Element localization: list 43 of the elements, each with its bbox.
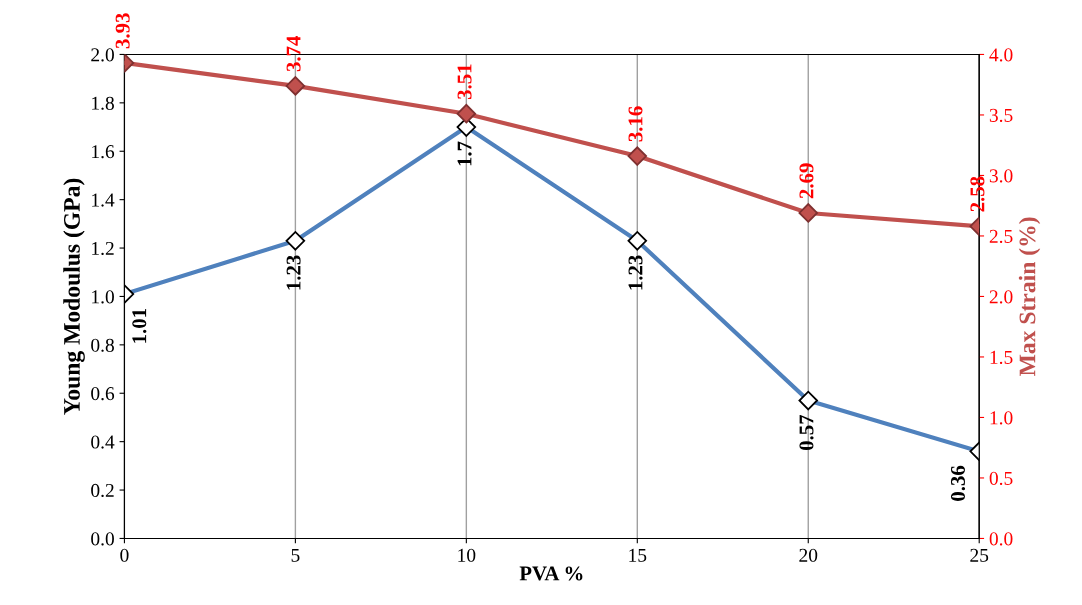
- y2-tick-label: 4.0: [989, 48, 1013, 62]
- x-tick-label: 20: [799, 548, 818, 562]
- x-tick-label: 25: [970, 548, 989, 562]
- y2-tick-label: 3.5: [989, 108, 1013, 122]
- data-label: 3.51: [457, 64, 472, 100]
- y2-tick-label: 0.0: [989, 532, 1013, 546]
- data-label: 1.7: [457, 141, 472, 166]
- y-tick-label: 1.4: [92, 193, 115, 207]
- data-label: 1.23: [286, 255, 301, 290]
- y-tick-label: 1.8: [92, 96, 114, 110]
- data-label: 1.01: [132, 309, 147, 343]
- point: [456, 103, 477, 124]
- y2-tick-label: 1.0: [990, 411, 1013, 425]
- y-tick-label: 2.0: [91, 48, 114, 62]
- data-label: 2.58: [970, 176, 985, 212]
- y2-tick-label: 2.5: [989, 229, 1013, 243]
- y-tick-label: 0.6: [91, 387, 115, 401]
- y2-tick-label: 3.0: [989, 169, 1013, 183]
- y-tick-label: 1.6: [92, 145, 115, 159]
- data-label: 3.93: [115, 13, 130, 49]
- x-tick-label: 5: [291, 548, 300, 562]
- y2-tick-label: 2.0: [989, 290, 1013, 304]
- data-label: 0.57: [799, 414, 814, 451]
- y-tick-label: 0.4: [91, 435, 115, 449]
- y2-tick-label: 0.5: [989, 471, 1013, 485]
- x-tick-label: 15: [629, 548, 647, 562]
- y2-tick-label: 1.5: [990, 350, 1013, 364]
- y-tick-label: 1.0: [92, 290, 114, 304]
- data-label: 3.74: [286, 35, 301, 72]
- y2-axis-title: Max Strain (%): [1018, 217, 1041, 377]
- x-axis-title: PVA %: [519, 566, 583, 581]
- y-tick-label: 0.0: [91, 532, 114, 546]
- data-label: 3.16: [628, 106, 643, 142]
- y-tick-label: 0.8: [91, 338, 114, 352]
- x-tick-label: 10: [458, 548, 476, 562]
- y-tick-label: 1.2: [92, 241, 114, 256]
- y-tick-label: 0.2: [91, 483, 114, 498]
- data-label: 2.69: [799, 163, 814, 199]
- point: [627, 146, 648, 166]
- x-tick-label: 0: [120, 548, 129, 562]
- data-label: 0.36: [950, 465, 966, 501]
- data-label: 1.23: [628, 255, 643, 290]
- y-axis-title: Young Modoulus (GPa): [63, 178, 85, 415]
